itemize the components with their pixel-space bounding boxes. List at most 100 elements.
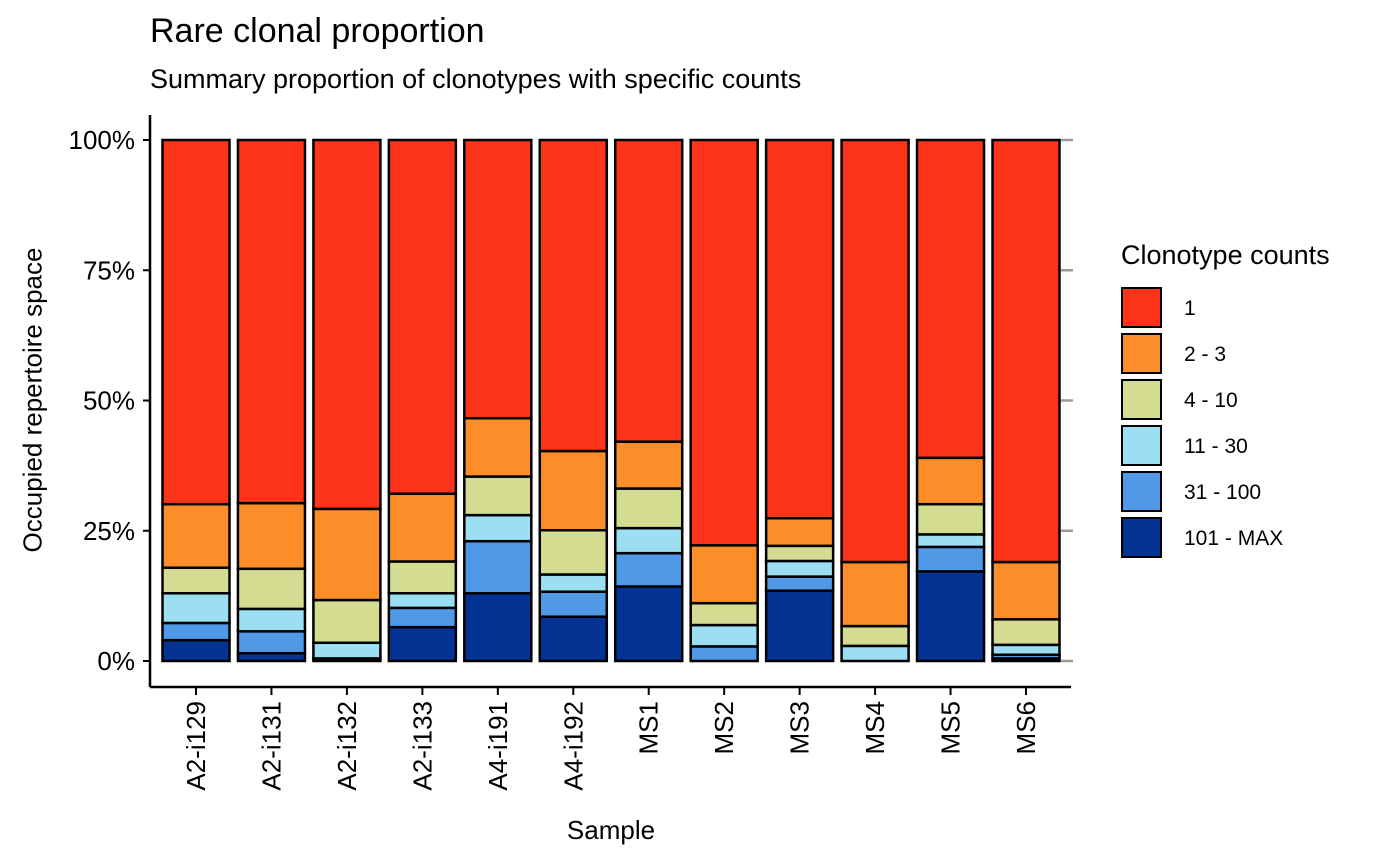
legend-label: 1 <box>1184 297 1196 320</box>
legend-label: 11 - 30 <box>1184 435 1248 458</box>
bar-segment <box>161 138 231 506</box>
bar-segment <box>312 641 382 660</box>
bar-segment <box>463 138 533 420</box>
bar-segment <box>689 601 759 627</box>
bar-segment <box>538 138 609 453</box>
bar-segment <box>764 544 835 563</box>
y-tick-label: 50% <box>83 386 135 416</box>
bar-segment <box>764 138 835 520</box>
chart-title: Rare clonal proportion <box>150 12 485 50</box>
bar-segment <box>236 501 307 571</box>
bar-segment <box>689 138 759 547</box>
x-tick-label: MS4 <box>860 701 890 754</box>
legend-label: 2 - 3 <box>1184 343 1227 366</box>
bar-segment <box>689 544 759 605</box>
x-tick-labels: A2-i129 A2-i131 A2-i132 A2-i133 A4-i191 A4-i1… <box>181 701 1041 791</box>
y-tick-label: 0% <box>97 646 135 676</box>
bar-segment <box>840 138 910 564</box>
bar-segment <box>764 575 835 592</box>
bar-segment <box>312 138 382 511</box>
y-tick-label: 100% <box>69 125 136 155</box>
bar-segment <box>538 615 609 663</box>
legend-swatch <box>1121 471 1162 512</box>
y-axis-label: Occupied repertoire space <box>17 247 48 553</box>
bar-segment <box>463 416 533 478</box>
bar-segment <box>236 607 307 633</box>
bar-segment <box>236 630 307 655</box>
x-tick-label: A2-i132 <box>332 701 362 791</box>
legend-swatch <box>1121 379 1162 420</box>
bar-segment <box>613 585 684 663</box>
bar-segment <box>689 645 759 663</box>
y-axis-ticks <box>143 138 1073 663</box>
legend-swatch <box>1121 517 1162 558</box>
bar-segment <box>613 440 684 490</box>
bar-segment <box>915 502 986 536</box>
y-tick-label: 75% <box>83 255 135 285</box>
x-tick-label: A2-i129 <box>181 701 211 791</box>
bar-segment <box>991 618 1061 647</box>
bar-segment <box>463 513 533 543</box>
bar-segment <box>463 539 533 595</box>
bar-segment <box>236 138 307 505</box>
x-tick-label: MS3 <box>785 701 815 754</box>
bar-segment <box>613 487 684 530</box>
bar-stacks <box>161 138 1061 663</box>
x-tick-label: MS2 <box>709 701 739 754</box>
legend-swatch <box>1121 425 1162 466</box>
bar-segment <box>613 551 684 588</box>
x-tick-label: A4-i192 <box>558 701 588 791</box>
axes <box>148 115 1071 695</box>
legend-label: 101 - MAX <box>1184 527 1284 550</box>
bar-segment <box>387 138 458 496</box>
y-tick-labels: 0% 25% 50% 75% 100% <box>69 125 136 676</box>
chart-subtitle: Summary proportion of clonotypes with sp… <box>150 64 802 94</box>
bar-segment <box>991 138 1061 564</box>
legend-swatch <box>1121 287 1162 328</box>
bar-segment <box>840 624 910 648</box>
x-tick-label: A4-i191 <box>483 701 513 791</box>
bar-segment <box>689 623 759 648</box>
bar-segment <box>538 528 609 576</box>
bar-segment <box>613 138 684 443</box>
bar-segment <box>840 644 910 663</box>
bar-segment <box>538 573 609 593</box>
bar-segment <box>387 492 458 563</box>
y-tick-label: 25% <box>83 516 135 546</box>
legend-label: 31 - 100 <box>1184 481 1262 504</box>
x-tick-label: A2-i131 <box>256 701 286 791</box>
bar-segment <box>161 566 231 595</box>
x-axis-label: Sample <box>566 815 656 845</box>
legend-title: Clonotype counts <box>1121 240 1330 270</box>
bar-segment <box>387 592 458 610</box>
bar-segment <box>312 598 382 645</box>
bar-segment <box>538 449 609 532</box>
bar-segment <box>161 502 231 569</box>
bar-segment <box>991 643 1061 656</box>
bar-segment <box>915 533 986 549</box>
bar-segment <box>538 590 609 618</box>
bar-segment <box>161 638 231 663</box>
bar-segment <box>463 475 533 517</box>
bar-segment <box>312 507 382 602</box>
bar-segment <box>161 621 231 642</box>
bar-segment <box>161 592 231 625</box>
bar-segment <box>915 545 986 573</box>
bar-segment <box>387 606 458 629</box>
bar-segment <box>915 138 986 460</box>
bar-segment <box>764 559 835 578</box>
x-tick-label: MS6 <box>1011 701 1041 754</box>
x-tick-label: MS1 <box>634 701 664 754</box>
bar-segment <box>764 516 835 548</box>
bar-segment <box>764 589 835 663</box>
bar-segment <box>915 570 986 663</box>
bar-segment <box>463 592 533 663</box>
bar-segment <box>613 526 684 555</box>
x-tick-label: MS5 <box>936 701 966 754</box>
bar-segment <box>387 560 458 595</box>
legend-swatch <box>1121 333 1162 374</box>
bar-segment <box>387 625 458 663</box>
bar-segment <box>236 567 307 611</box>
x-tick-label: A2-i133 <box>407 701 437 791</box>
